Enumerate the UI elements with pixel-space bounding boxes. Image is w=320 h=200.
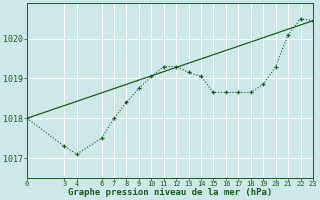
- X-axis label: Graphe pression niveau de la mer (hPa): Graphe pression niveau de la mer (hPa): [68, 188, 272, 197]
